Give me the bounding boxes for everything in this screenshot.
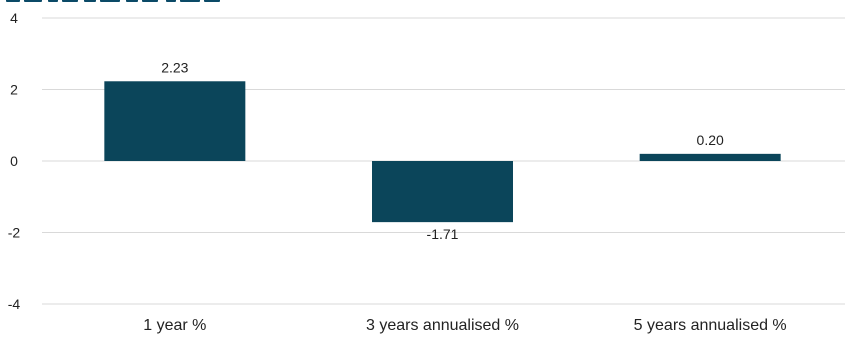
bar [372,161,513,223]
x-tick-label: 1 year % [143,317,206,334]
x-tick-label: 3 years annualised % [366,317,519,334]
bar [639,153,781,161]
y-tick-label: 0 [10,153,18,169]
bar [104,81,246,161]
y-tick-label: -4 [8,296,21,312]
y-tick-label: 2 [10,82,18,98]
x-tick-label: 5 years annualised % [634,317,787,334]
y-tick-label: -2 [8,225,21,241]
data-label: 0.20 [697,132,724,148]
data-label: 2.23 [161,59,188,75]
title-fragment [0,0,240,6]
y-tick-label: 4 [10,10,18,26]
data-label: -1.71 [427,226,459,242]
